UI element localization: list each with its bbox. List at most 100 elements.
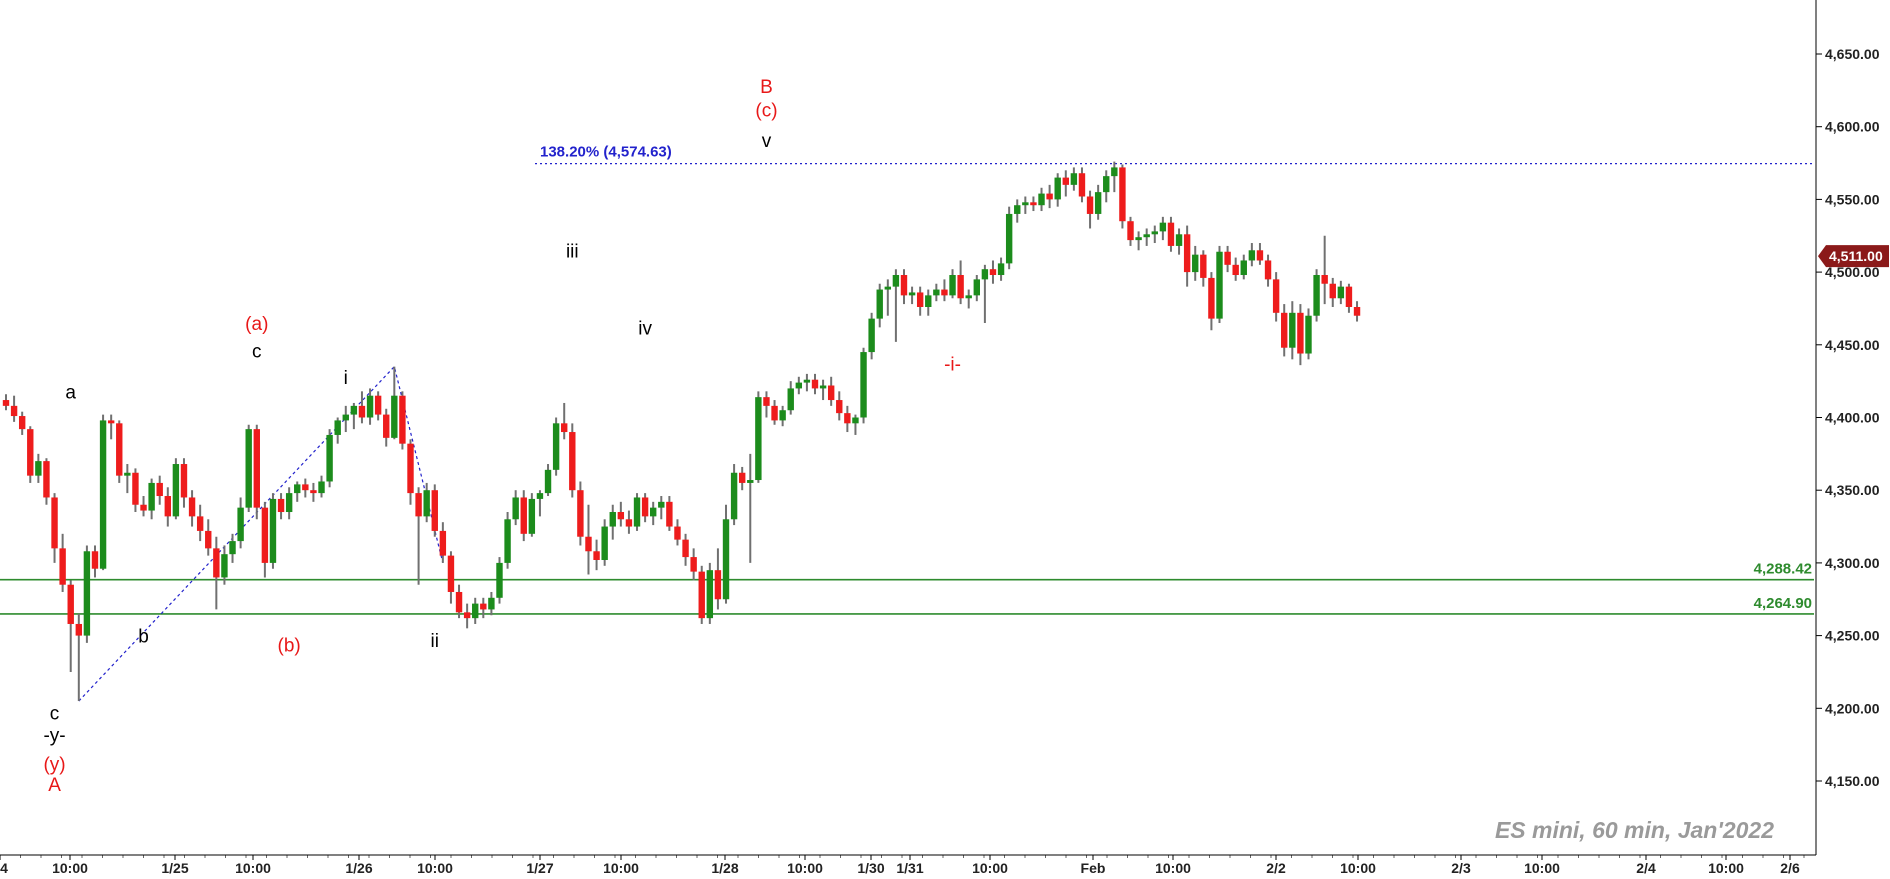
x-tick-label: 2/6 xyxy=(1780,860,1800,876)
candle-up xyxy=(868,318,875,353)
candle-up xyxy=(933,289,940,296)
candle-down xyxy=(763,397,770,406)
y-tick-label: 4,550.00 xyxy=(1825,191,1880,207)
candle-up xyxy=(342,414,349,421)
candle-down xyxy=(641,497,649,517)
candle-down xyxy=(811,379,819,389)
candle-up xyxy=(819,385,827,389)
candle-down xyxy=(431,490,438,531)
candle-up xyxy=(1159,222,1167,232)
y-tick-label: 4,500.00 xyxy=(1825,264,1880,280)
candle-down xyxy=(253,429,260,508)
wave-label: b xyxy=(138,627,149,648)
candle-up xyxy=(99,420,107,569)
candle-up xyxy=(294,484,301,494)
x-tick-label: 1/31 xyxy=(896,860,923,876)
candle-up xyxy=(544,469,552,494)
candle-up xyxy=(1143,234,1150,238)
candle-down xyxy=(302,484,309,491)
candle-up xyxy=(35,461,42,476)
x-tick-label: 10:00 xyxy=(417,860,453,876)
wave-label: ii xyxy=(431,631,439,652)
candle-down xyxy=(1200,254,1207,278)
candle-up xyxy=(1240,260,1247,276)
candle-up xyxy=(755,397,762,481)
last-price-badge xyxy=(1818,245,1889,268)
candle-down xyxy=(1119,167,1126,222)
candle-down xyxy=(900,275,908,296)
candle-down xyxy=(116,423,123,476)
candle-up xyxy=(124,472,131,476)
candle-up xyxy=(1022,202,1029,206)
candle-up xyxy=(148,482,155,511)
x-tick-label: 1/27 xyxy=(526,860,553,876)
candle-down xyxy=(941,289,948,296)
wave-label: (c) xyxy=(755,100,777,121)
candle-down xyxy=(480,603,487,610)
candle-up xyxy=(997,263,1005,276)
candle-up xyxy=(172,464,180,517)
candle-up xyxy=(318,481,325,494)
candle-down xyxy=(1086,196,1094,214)
candle-up xyxy=(981,269,989,280)
candle-up xyxy=(803,379,811,383)
chart-title: ES mini, 60 min, Jan'2022 xyxy=(1495,817,1774,843)
candles xyxy=(2,161,1361,702)
y-tick-label: 4,300.00 xyxy=(1825,555,1880,571)
fib-target-label: 138.20% (4,574.63) xyxy=(540,144,672,161)
candle-up xyxy=(1289,312,1296,348)
candle-up xyxy=(229,541,236,555)
candle-down xyxy=(617,512,625,520)
candle-down xyxy=(463,612,471,619)
candle-up xyxy=(1111,167,1118,177)
candle-up xyxy=(925,295,932,307)
x-tick-label: 10:00 xyxy=(787,860,823,876)
candle-down xyxy=(18,416,26,430)
x-tick-label: 1/26 xyxy=(345,860,372,876)
candle-up xyxy=(496,562,503,598)
candle-down xyxy=(690,557,697,572)
candle-down xyxy=(714,570,722,600)
candle-up xyxy=(1070,173,1078,185)
candle-down xyxy=(569,432,576,491)
x-tick-label: Feb xyxy=(1081,860,1106,876)
x-tick-label: 10:00 xyxy=(603,860,639,876)
candle-up xyxy=(1175,234,1183,246)
candle-down xyxy=(358,405,366,418)
candle-down xyxy=(771,405,778,421)
candle-up xyxy=(795,382,803,389)
candle-up xyxy=(1192,254,1199,273)
candle-down xyxy=(132,472,139,505)
candle-up xyxy=(326,434,333,482)
candle-up xyxy=(221,554,228,578)
support-level-label: 4,288.42 xyxy=(1754,561,1812,578)
y-tick-label: 4,250.00 xyxy=(1825,628,1880,644)
candle-down xyxy=(43,461,50,498)
y-tick-label: 4,200.00 xyxy=(1825,700,1880,716)
candle-down xyxy=(407,443,414,494)
candle-up xyxy=(1337,286,1345,299)
candle-down xyxy=(916,292,924,307)
wave-label: -i- xyxy=(944,355,961,376)
candle-down xyxy=(399,395,406,444)
candle-up xyxy=(245,429,252,508)
candle-down xyxy=(75,623,83,636)
candle-down xyxy=(698,571,705,619)
y-tick-label: 4,400.00 xyxy=(1825,410,1880,426)
candle-down xyxy=(674,526,681,540)
candle-down xyxy=(1345,286,1353,307)
wave-label: B xyxy=(760,77,773,98)
candle-up xyxy=(973,279,980,296)
candle-up xyxy=(391,395,398,438)
y-tick-label: 4,650.00 xyxy=(1825,46,1880,62)
candle-down xyxy=(1281,312,1288,348)
candle-down xyxy=(577,490,584,537)
y-tick-label: 4,600.00 xyxy=(1825,119,1880,135)
candle-up xyxy=(860,352,867,418)
candle-down xyxy=(1183,234,1191,273)
candle-up xyxy=(536,493,544,499)
candle-up xyxy=(1135,237,1142,241)
candle-down xyxy=(91,551,99,569)
candle-down xyxy=(844,413,851,424)
